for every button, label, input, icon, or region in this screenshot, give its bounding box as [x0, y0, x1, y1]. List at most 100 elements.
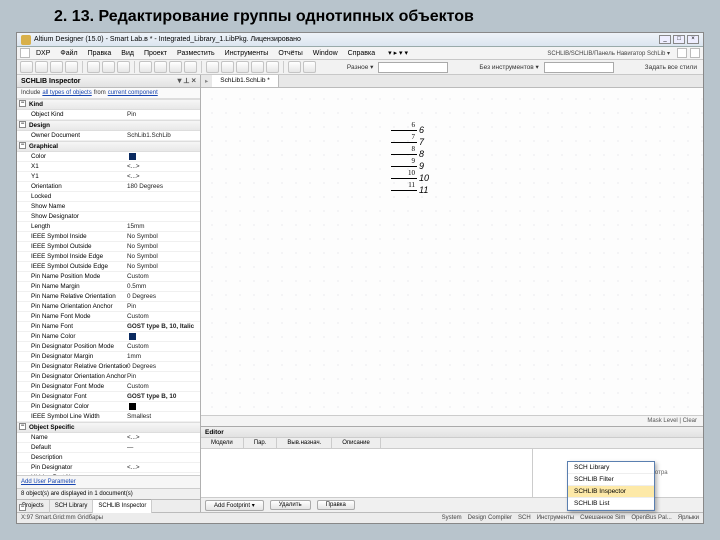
close-button[interactable]: × [687, 35, 699, 44]
tool-button[interactable] [65, 61, 78, 73]
editor-tab[interactable]: Выв.назнач. [277, 438, 332, 448]
nav-back-icon[interactable] [677, 48, 687, 58]
property-row[interactable]: Pin Name Margin0.5mm [17, 282, 200, 292]
status-panel-button[interactable]: Ярлыки [678, 515, 699, 521]
property-row[interactable]: IEEE Symbol OutsideNo Symbol [17, 242, 200, 252]
property-group-header[interactable]: −Graphical [17, 141, 200, 152]
tool-button[interactable] [221, 61, 234, 73]
maximize-button[interactable]: □ [673, 35, 685, 44]
delete-button[interactable]: Удалить [270, 500, 311, 510]
property-row[interactable]: Pin Designator Font ModeCustom [17, 382, 200, 392]
pin[interactable]: 66 [391, 124, 429, 136]
property-row[interactable]: Length15mm [17, 222, 200, 232]
menu-item[interactable]: Разместить [173, 50, 219, 57]
menu-item[interactable]: Справка [344, 50, 379, 57]
popup-item[interactable]: SCHLIB List [568, 498, 654, 510]
menu-item[interactable]: Отчёты [274, 50, 306, 57]
property-row[interactable]: Color [17, 152, 200, 162]
property-row[interactable]: IEEE Symbol Outside EdgeNo Symbol [17, 262, 200, 272]
toolbar-hint[interactable]: Задать все стили [642, 64, 700, 71]
property-row[interactable]: Name<...> [17, 433, 200, 443]
property-row[interactable]: Pin Designator Relative Orientation0 Deg… [17, 362, 200, 372]
search-input[interactable] [544, 62, 614, 73]
panel-tab[interactable]: SCH Library [50, 500, 94, 513]
tool-button[interactable] [236, 61, 249, 73]
popup-item[interactable]: SCHLIB Filter [568, 474, 654, 486]
property-row[interactable]: Default— [17, 443, 200, 453]
property-row[interactable]: Show Name [17, 202, 200, 212]
property-row[interactable]: X1<...> [17, 162, 200, 172]
property-group-header[interactable]: −Kind [17, 99, 200, 110]
filter-link[interactable]: all types of objects [42, 90, 91, 96]
minimize-button[interactable]: _ [659, 35, 671, 44]
status-panel-button[interactable]: Design Compiler [468, 515, 512, 521]
editor-tab[interactable]: Модели [201, 438, 244, 448]
tool-button[interactable] [154, 61, 167, 73]
property-row[interactable]: Pin Designator<...> [17, 463, 200, 473]
property-row[interactable]: Orientation180 Degrees [17, 182, 200, 192]
panel-pin-icon[interactable]: ▾ ⟂ × [178, 76, 196, 86]
inspector-add-param[interactable]: Add User Parameter [17, 475, 200, 488]
schematic-canvas[interactable]: 6677889910101111 [201, 88, 703, 415]
filter-link[interactable]: current component [108, 90, 158, 96]
property-row[interactable]: Pin Name Position ModeCustom [17, 272, 200, 282]
property-row[interactable]: IEEE Symbol Line WidthSmallest [17, 412, 200, 422]
status-panel-button[interactable]: Смешанное Sim [580, 515, 625, 521]
menu-item[interactable]: Правка [84, 50, 116, 57]
editor-tab[interactable]: Пар. [244, 438, 278, 448]
pin[interactable]: 77 [391, 136, 429, 148]
menu-item[interactable]: Вид [117, 50, 138, 57]
add-footprint-button[interactable]: Add Footprint ▾ [205, 500, 264, 511]
property-row[interactable]: Pin Designator Orientation AnchorPin [17, 372, 200, 382]
property-row[interactable]: Pin Designator Margin1mm [17, 352, 200, 362]
tool-button[interactable] [50, 61, 63, 73]
menu-item[interactable]: Проект [140, 50, 171, 57]
tool-button[interactable] [117, 61, 130, 73]
expand-icon[interactable]: − [19, 100, 26, 107]
status-panel-button[interactable]: OpenBus Pal... [631, 515, 671, 521]
panel-tab[interactable]: SCHLIB Inspector [93, 499, 152, 513]
popup-item[interactable]: SCH Library [568, 462, 654, 474]
property-row[interactable]: Locked [17, 192, 200, 202]
property-row[interactable]: Pin Designator Position ModeCustom [17, 342, 200, 352]
toolbar-dropdown[interactable]: Разное ▾ [344, 63, 377, 71]
status-panel-button[interactable]: Инструменты [537, 515, 574, 521]
editor-tab[interactable]: Описание [332, 438, 381, 448]
property-group-header[interactable]: −Object Specific [17, 422, 200, 433]
property-row[interactable]: Pin Name Color [17, 332, 200, 342]
tool-button[interactable] [206, 61, 219, 73]
property-row[interactable]: Object KindPin [17, 110, 200, 120]
tool-button[interactable] [87, 61, 100, 73]
property-row[interactable]: Pin Name Font ModeCustom [17, 312, 200, 322]
property-row[interactable]: Y1<...> [17, 172, 200, 182]
expand-icon[interactable]: − [19, 121, 26, 128]
dxp-icon[interactable] [20, 48, 30, 58]
edit-button[interactable]: Правка [317, 500, 355, 510]
panel-popup-menu[interactable]: SCH LibrarySCHLIB FilterSCHLIB Inspector… [567, 461, 655, 511]
nav-fwd-icon[interactable] [690, 48, 700, 58]
tool-button[interactable] [169, 61, 182, 73]
status-panel-button[interactable]: SCH [518, 515, 531, 521]
editor-list[interactable] [201, 449, 533, 497]
property-row[interactable]: Pin Name Orientation AnchorPin [17, 302, 200, 312]
tool-button[interactable] [35, 61, 48, 73]
tool-button[interactable] [303, 61, 316, 73]
tool-button[interactable] [184, 61, 197, 73]
menu-item[interactable]: Файл [56, 50, 81, 57]
property-row[interactable]: Show Designator [17, 212, 200, 222]
expand-icon[interactable]: − [19, 142, 26, 149]
property-row[interactable]: Pin Name FontGOST type B, 10, Italic [17, 322, 200, 332]
property-row[interactable]: Pin Designator FontGOST type B, 10 [17, 392, 200, 402]
property-row[interactable]: IEEE Symbol Inside EdgeNo Symbol [17, 252, 200, 262]
pin[interactable]: 88 [391, 148, 429, 160]
tool-button[interactable] [102, 61, 115, 73]
pin[interactable]: 1111 [391, 184, 429, 196]
property-row[interactable]: Owner DocumentSchLib1.SchLib [17, 131, 200, 141]
property-row[interactable]: Description [17, 453, 200, 463]
menu-item[interactable]: Window [309, 50, 342, 57]
menu-item[interactable]: Инструменты [221, 50, 273, 57]
tool-button[interactable] [139, 61, 152, 73]
property-group-header[interactable]: −Design [17, 120, 200, 131]
document-tab[interactable]: SchLib1.SchLib * [212, 75, 279, 87]
property-row[interactable]: Pin Name Relative Orientation0 Degrees [17, 292, 200, 302]
